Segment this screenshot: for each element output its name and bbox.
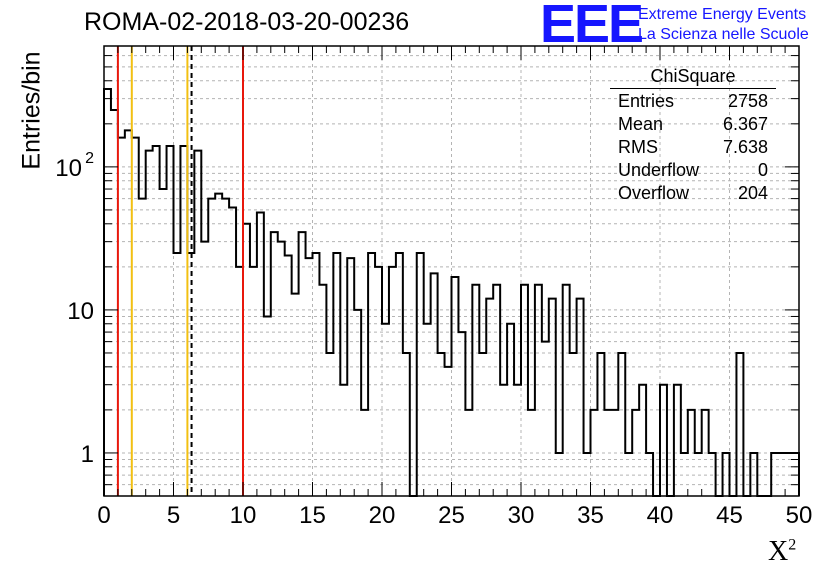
stats-value: 0: [757, 160, 768, 180]
stats-value: 7.638: [722, 137, 768, 157]
eee-logo-mark: EEE: [540, 0, 644, 54]
stats-row-underflow: Underflow 0: [610, 160, 776, 183]
eee-logo: EEE Extreme Energy Events La Scienza nel…: [540, 0, 836, 54]
stats-row-entries: Entries 2758: [610, 91, 776, 114]
x-tick-label: 25: [438, 502, 465, 529]
stats-label: Entries: [618, 91, 675, 111]
x-tick-label: 40: [647, 502, 674, 529]
stats-row-rms: RMS 7.638: [610, 137, 776, 160]
stats-box: ChiSquare Entries 2758 Mean 6.367 RMS 7.…: [610, 66, 776, 206]
x-tick-label: 45: [716, 502, 743, 529]
eee-logo-line2: La Scienza nelle Scuole: [638, 26, 809, 43]
stats-row-mean: Mean 6.367: [610, 114, 776, 137]
stats-label: Mean: [618, 114, 664, 134]
eee-logo-line1: Extreme Energy Events: [638, 6, 807, 23]
x-tick-label: 50: [786, 502, 813, 529]
y-tick-label: 1: [81, 441, 94, 468]
x-tick-label: 0: [97, 502, 110, 529]
x-tick-label: 35: [577, 502, 604, 529]
stats-value: 6.367: [722, 114, 768, 134]
y-tick-label: 10: [55, 155, 82, 182]
stats-label: RMS: [618, 137, 658, 157]
stats-value: 2758: [727, 91, 768, 111]
y-tick-label: 10: [67, 298, 94, 325]
histogram-series: [103, 88, 800, 497]
x-tick-label: 10: [230, 502, 257, 529]
x-tick-label: 5: [167, 502, 180, 529]
x-tick-label: 15: [299, 502, 326, 529]
chart-title: ROMA-02-2018-03-20-00236: [84, 8, 410, 36]
y-tick-exponent: 2: [85, 150, 94, 167]
x-tick-label: 20: [369, 502, 396, 529]
x-tick-label: 30: [508, 502, 535, 529]
stats-row-overflow: Overflow 204: [610, 183, 776, 206]
stats-value: 204: [737, 183, 768, 203]
stats-label: Underflow: [618, 160, 700, 180]
stats-title: ChiSquare: [610, 66, 776, 89]
x-axis-label: X2: [768, 536, 797, 567]
stats-label: Overflow: [618, 183, 690, 203]
y-axis-label: Entries/bin: [17, 51, 46, 170]
